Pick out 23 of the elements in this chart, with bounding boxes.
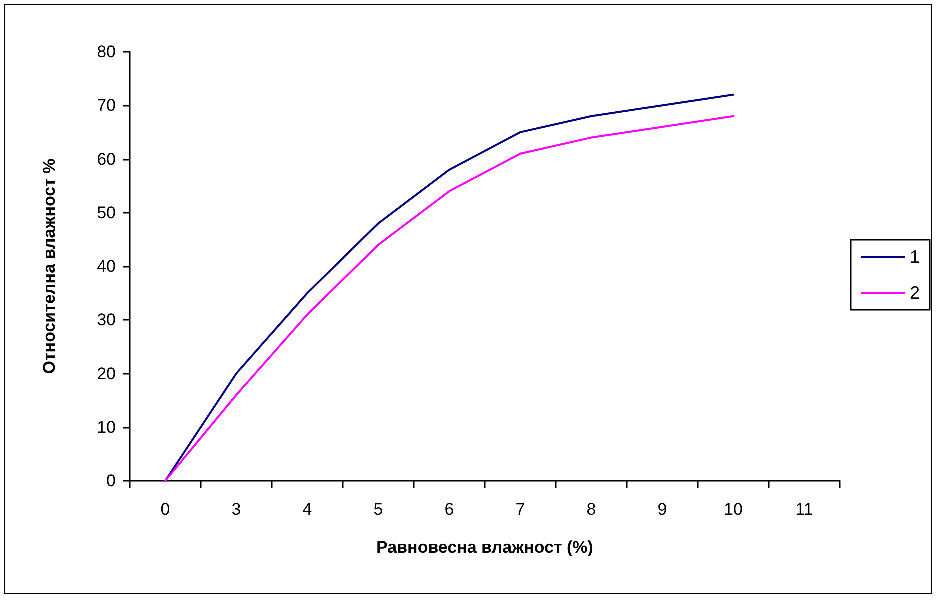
- y-tick-label: 30: [97, 310, 116, 330]
- y-tick-label: 60: [97, 150, 116, 169]
- x-tick-label: 3: [232, 500, 242, 519]
- y-tick-label: 20: [97, 364, 116, 384]
- x-axis-title: Равновесна влажност (%): [376, 538, 594, 557]
- x-tick-label: 0: [160, 500, 170, 519]
- legend-label: 1: [910, 247, 920, 267]
- x-tick-label: 4: [302, 500, 312, 519]
- y-tick-label: 70: [97, 96, 116, 116]
- x-tick-label: 11: [796, 500, 814, 519]
- x-tick-label: 6: [444, 500, 454, 519]
- y-tick-label: 0: [106, 472, 116, 490]
- y-tick-label: 40: [97, 257, 116, 276]
- y-tick-label: 50: [97, 203, 116, 222]
- x-tick-label: 10: [724, 500, 743, 519]
- x-tick-label: 7: [516, 500, 526, 519]
- legend-label: 2: [910, 283, 920, 303]
- x-tick-label: 8: [586, 500, 596, 519]
- y-axis-title: Относителна влажност %: [40, 158, 59, 374]
- y-tick-label: 10: [97, 418, 116, 437]
- x-tick-label: 5: [374, 500, 384, 519]
- x-tick-label: 9: [658, 500, 668, 519]
- y-tick-label: 80: [97, 42, 116, 62]
